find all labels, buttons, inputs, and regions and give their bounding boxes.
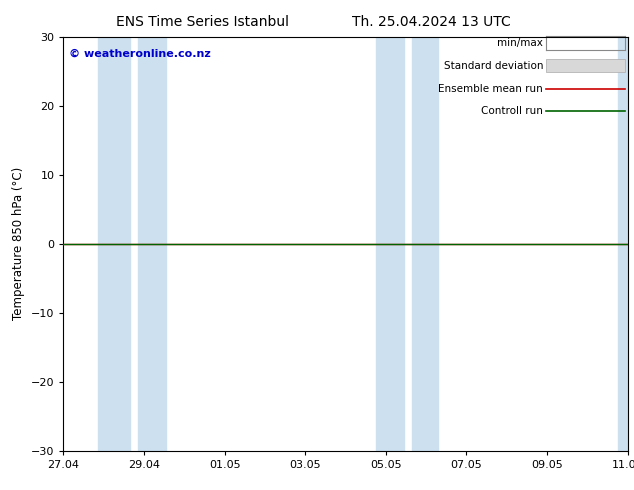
Text: Standard deviation: Standard deviation xyxy=(444,61,543,71)
Text: Th. 25.04.2024 13 UTC: Th. 25.04.2024 13 UTC xyxy=(352,15,510,29)
Text: © weatheronline.co.nz: © weatheronline.co.nz xyxy=(69,49,210,59)
Y-axis label: Temperature 850 hPa (°C): Temperature 850 hPa (°C) xyxy=(12,167,25,320)
Bar xyxy=(376,37,404,451)
Text: ENS Time Series Istanbul: ENS Time Series Istanbul xyxy=(117,15,289,29)
Bar xyxy=(138,37,166,451)
Text: min/max: min/max xyxy=(497,38,543,48)
Text: Ensemble mean run: Ensemble mean run xyxy=(438,83,543,94)
Text: Controll run: Controll run xyxy=(481,106,543,116)
Bar xyxy=(412,37,438,451)
FancyBboxPatch shape xyxy=(546,59,625,73)
Bar xyxy=(618,37,628,451)
Bar xyxy=(98,37,130,451)
